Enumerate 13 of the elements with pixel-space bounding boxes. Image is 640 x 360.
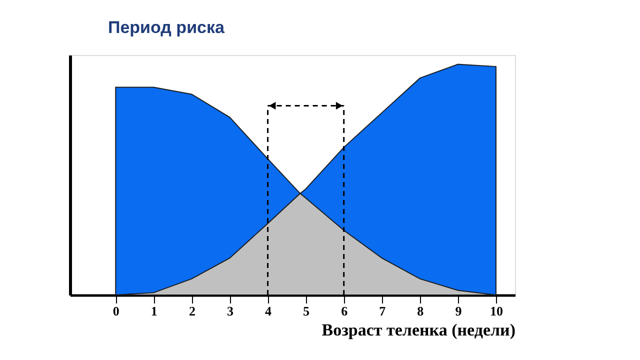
x-tick-label: 1 [150,304,158,318]
x-tick-label: 3 [226,304,234,318]
x-tick-label: 0 [112,304,120,318]
x-tick-label: 2 [188,304,196,318]
chart-title: Период риска [108,18,225,37]
x-tick-label: 7 [379,304,386,318]
x-tick-label: 6 [341,304,348,318]
x-tick-label: 8 [417,304,424,318]
x-axis-title: Возраст теленка (недели) [322,320,516,340]
x-tick-label: 10 [490,304,503,318]
x-tick-label: 9 [455,304,462,318]
x-tick-label: 4 [265,304,272,318]
x-tick-label: 5 [303,304,310,318]
